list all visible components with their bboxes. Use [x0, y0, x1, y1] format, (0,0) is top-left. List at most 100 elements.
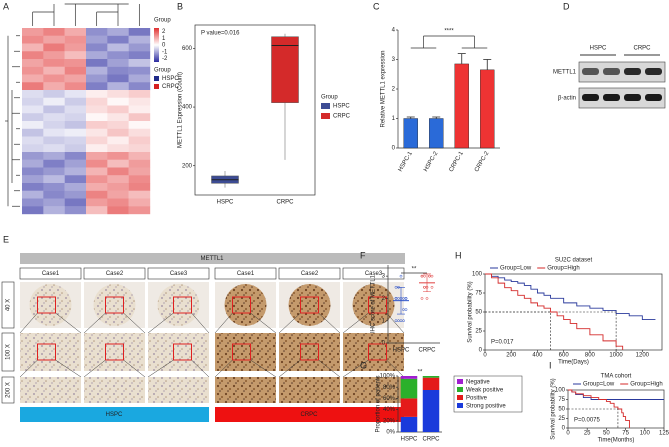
y-tick-label: 80%	[383, 385, 396, 391]
y-tick-label: 2	[392, 87, 396, 93]
blot-band	[603, 94, 620, 101]
heatmap-cell	[22, 183, 44, 191]
zoom-line	[19, 312, 38, 334]
case-label: Case2	[106, 271, 124, 277]
heatmap-cell	[43, 113, 65, 122]
group-bar	[215, 407, 404, 422]
case-box	[278, 267, 341, 280]
median-guide	[485, 311, 551, 350]
heatmap-cell	[64, 206, 87, 215]
legend-swatch	[321, 103, 330, 109]
zoom-line	[342, 312, 369, 334]
y-tick-label: 600	[182, 46, 193, 52]
heatmap-cell	[22, 59, 44, 67]
legend-label: Group=High	[630, 382, 663, 388]
y-tick-label: 200	[182, 163, 193, 169]
y-tick-label: 0%	[386, 430, 395, 436]
zoom-line	[214, 312, 233, 334]
zoom-line	[123, 312, 146, 334]
zoom-line	[55, 312, 82, 334]
panel-label: D	[563, 1, 570, 11]
legend-label: Group=Low	[583, 382, 615, 388]
zoom-line	[250, 312, 277, 334]
case-box	[147, 267, 210, 280]
heatmap-cell	[43, 35, 65, 44]
zoom-box	[173, 296, 192, 314]
heatmap-cell	[128, 43, 151, 52]
y-tick-label: 40%	[383, 407, 396, 413]
x-tick-label: CRPC-1	[448, 150, 465, 173]
legend-box	[453, 375, 523, 413]
heatmap-cell	[43, 206, 65, 215]
micrograph	[20, 377, 81, 403]
chart-title: TMA cohort	[601, 374, 632, 380]
heatmap-cell	[64, 35, 87, 44]
x-tick-label: 400	[532, 353, 543, 359]
heatmap-cell	[107, 198, 129, 207]
heatmap-cell	[128, 167, 151, 176]
heatmap-cell	[107, 190, 129, 199]
heatmap-cell	[86, 128, 108, 137]
y-axis-label: Survival probability (%)	[468, 281, 474, 342]
heatmap-cell	[107, 66, 129, 75]
heatmap-cell	[64, 90, 87, 98]
scale-tick-label: 1	[162, 36, 166, 42]
heatmap-cell	[107, 175, 129, 184]
tissue-core	[157, 284, 200, 326]
x-tick-label: 1200	[636, 353, 650, 359]
heatmap-cell	[22, 105, 44, 114]
legend-title: Group	[154, 18, 171, 24]
heatmap-cell	[86, 144, 108, 153]
heatmap-cell	[86, 105, 108, 114]
heatmap-cell	[22, 152, 44, 160]
heatmap-cell	[107, 105, 129, 114]
heatmap-cell	[86, 206, 108, 215]
panel-label: E	[3, 234, 9, 244]
bar	[480, 69, 495, 149]
tissue-core	[288, 284, 331, 326]
heatmap-cell	[107, 128, 129, 137]
heatmap-cell	[128, 51, 151, 60]
bar	[429, 118, 444, 149]
x-tick-label: HSPC	[401, 437, 418, 443]
micrograph	[215, 333, 276, 371]
median-guide	[568, 408, 619, 428]
header-title: METTL1	[200, 256, 224, 262]
zoom-line	[147, 359, 174, 378]
heatmap-cell	[86, 136, 108, 145]
zoom-line	[83, 312, 106, 334]
heatmap-cell	[43, 105, 65, 114]
micrograph	[148, 333, 209, 371]
heatmap-cell	[128, 59, 151, 67]
zoom-box	[232, 343, 251, 361]
legend-label: Group=Low	[500, 266, 532, 272]
data-point	[425, 297, 429, 300]
heatmap-cell	[22, 28, 44, 36]
y-tick-label: 25	[475, 329, 482, 335]
survival-curve	[485, 273, 624, 350]
heatmap-cell	[107, 43, 129, 52]
y-tick-label: 1	[382, 318, 386, 324]
data-point	[404, 297, 408, 300]
blot-band	[645, 68, 662, 75]
heatmap-cell	[107, 51, 129, 60]
row-label: 100 X	[6, 344, 12, 360]
y-tick-label: 75	[558, 397, 565, 403]
micrograph	[84, 333, 145, 371]
heatmap-cell	[22, 167, 44, 176]
micrograph	[343, 377, 404, 403]
legend-swatch	[457, 379, 463, 384]
heatmap-cell	[128, 113, 151, 122]
y-axis-label: Proportion of patients	[376, 375, 382, 432]
heatmap-cell	[107, 152, 129, 160]
tissue-core	[93, 284, 136, 326]
case-box	[83, 267, 146, 280]
y-tick-label: 3	[382, 274, 386, 280]
micrograph	[215, 377, 276, 403]
legend-label: Strong positive	[466, 404, 506, 410]
row-label-box	[1, 332, 15, 372]
scale-tick-label: 0	[162, 43, 166, 49]
zoom-line	[55, 359, 82, 378]
data-point	[402, 319, 405, 323]
heatmap-cell	[64, 152, 87, 160]
